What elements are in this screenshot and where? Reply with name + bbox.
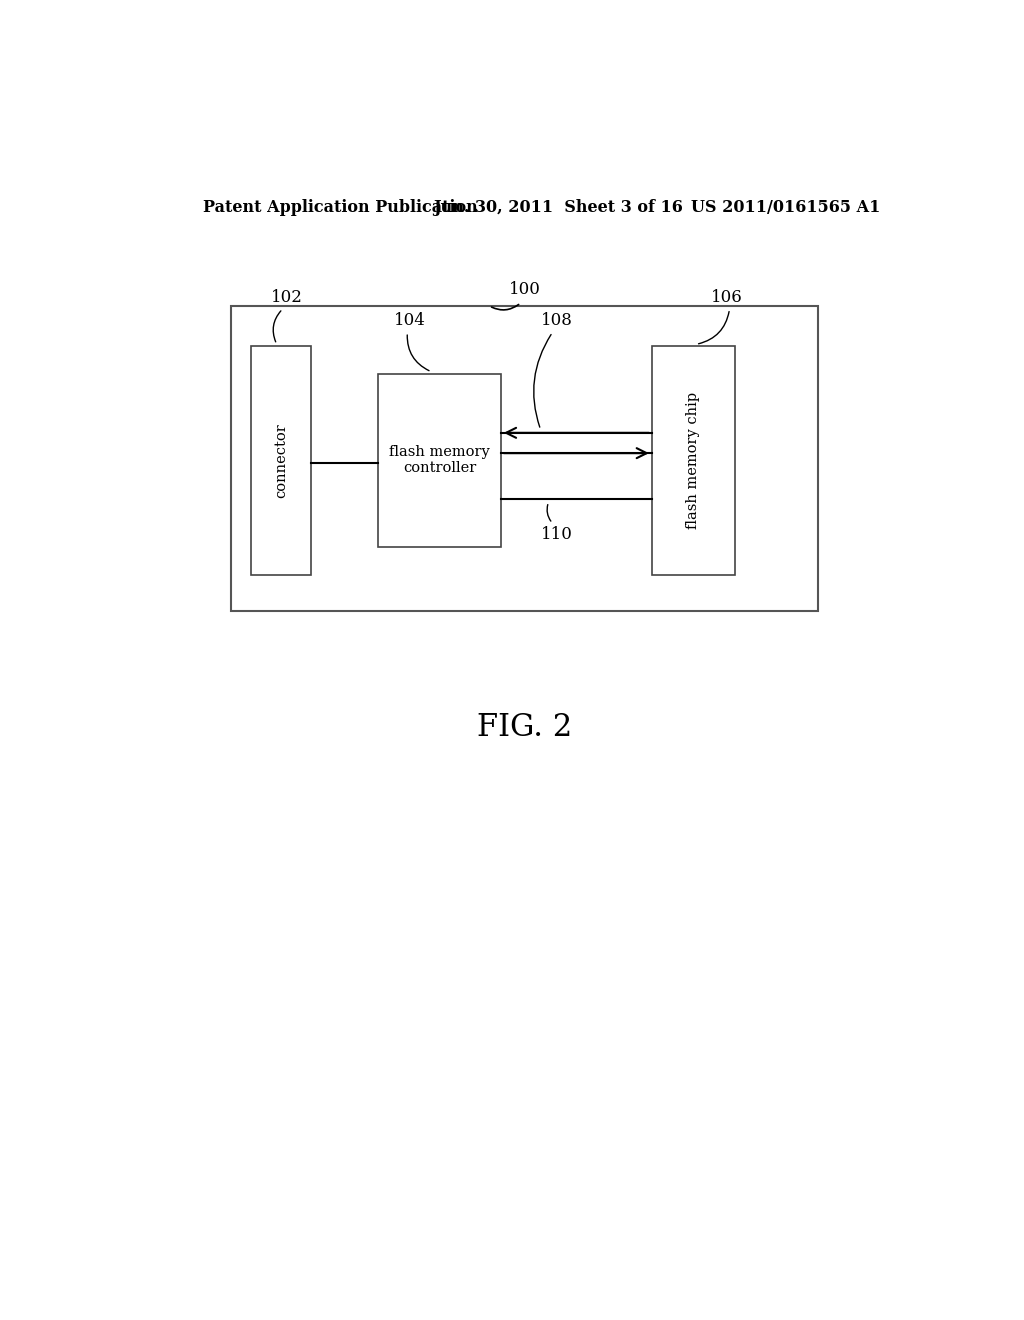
Text: connector: connector	[273, 424, 288, 498]
Text: FIG. 2: FIG. 2	[477, 711, 572, 743]
Text: 110: 110	[541, 527, 572, 544]
Text: 108: 108	[541, 312, 572, 329]
Bar	[251, 346, 310, 576]
Text: US 2011/0161565 A1: US 2011/0161565 A1	[691, 199, 881, 215]
Text: Patent Application Publication: Patent Application Publication	[204, 199, 478, 215]
Bar	[231, 306, 818, 611]
Text: flash memory
controller: flash memory controller	[389, 445, 489, 475]
Text: 102: 102	[270, 289, 303, 306]
Text: Jun. 30, 2011  Sheet 3 of 16: Jun. 30, 2011 Sheet 3 of 16	[433, 199, 683, 215]
Bar	[378, 374, 501, 546]
Text: 106: 106	[712, 289, 743, 306]
Bar	[652, 346, 735, 576]
Text: 100: 100	[509, 281, 541, 297]
Text: 104: 104	[394, 312, 426, 329]
Text: flash memory chip: flash memory chip	[686, 392, 700, 529]
